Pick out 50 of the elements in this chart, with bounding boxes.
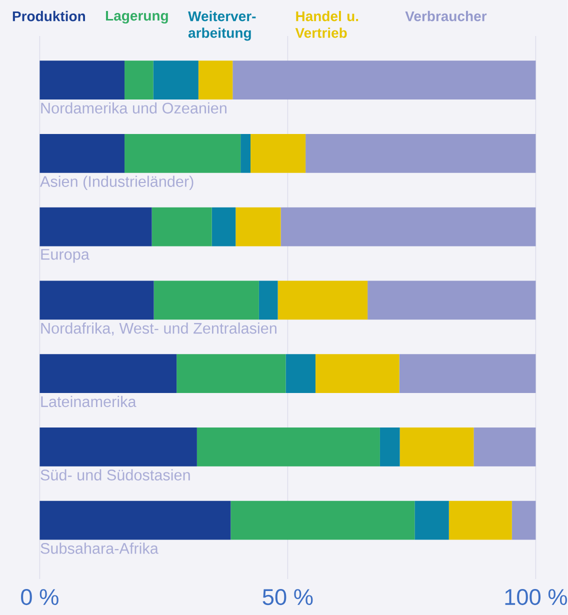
bar bbox=[512, 500, 536, 540]
text: Handel u. Vertrieb bbox=[295, 10, 358, 38]
bar bbox=[197, 427, 380, 466]
bar bbox=[40, 134, 125, 173]
bar bbox=[124, 60, 154, 100]
bar bbox=[316, 354, 400, 393]
y-tick-label: Nordamerika und Ozeanien bbox=[41, 102, 227, 114]
bar bbox=[240, 134, 251, 173]
y-tick-label: Europa bbox=[41, 249, 90, 263]
x-tick-label: 0 % bbox=[21, 589, 59, 606]
bar bbox=[306, 134, 536, 173]
bar bbox=[212, 207, 236, 246]
bar bbox=[230, 500, 415, 540]
y-tick-label: Süd- und Südostasien bbox=[40, 469, 190, 480]
bar bbox=[414, 500, 450, 540]
y-tick-label: Asien (Industrieländer) bbox=[40, 176, 194, 190]
bar bbox=[154, 280, 260, 320]
bar bbox=[40, 427, 198, 466]
bar bbox=[259, 280, 278, 320]
bar bbox=[278, 280, 368, 320]
bar bbox=[40, 207, 152, 246]
bar bbox=[153, 60, 199, 100]
text: Lagerung bbox=[106, 10, 168, 24]
bar bbox=[40, 280, 154, 320]
bar bbox=[40, 60, 125, 100]
y-tick-label: Nordafrika, West- und Zentralasien bbox=[41, 322, 277, 336]
bar bbox=[474, 427, 536, 466]
bar bbox=[198, 60, 233, 100]
bar bbox=[40, 500, 231, 540]
bar bbox=[40, 354, 177, 393]
bar bbox=[280, 207, 536, 246]
y-tick-label: Subsahara-Afrika bbox=[40, 542, 159, 554]
bar bbox=[232, 60, 536, 100]
text: Produktion bbox=[13, 10, 86, 22]
bar bbox=[250, 134, 306, 173]
series-label: Weiterver-arbeitung bbox=[188, 10, 256, 41]
bar bbox=[176, 354, 286, 393]
bar bbox=[236, 207, 281, 246]
bar bbox=[449, 500, 512, 540]
bar bbox=[286, 354, 316, 393]
text: Verbraucher bbox=[405, 10, 487, 22]
y-tick-label: Lateinamerika bbox=[41, 396, 136, 408]
x-tick-label: 100 % bbox=[505, 589, 568, 606]
bar bbox=[380, 427, 400, 466]
bar bbox=[399, 354, 536, 393]
bar bbox=[400, 427, 474, 466]
bar bbox=[152, 207, 212, 246]
bar bbox=[368, 280, 536, 320]
bar bbox=[124, 134, 241, 173]
x-tick-label: 50 % bbox=[262, 589, 313, 606]
